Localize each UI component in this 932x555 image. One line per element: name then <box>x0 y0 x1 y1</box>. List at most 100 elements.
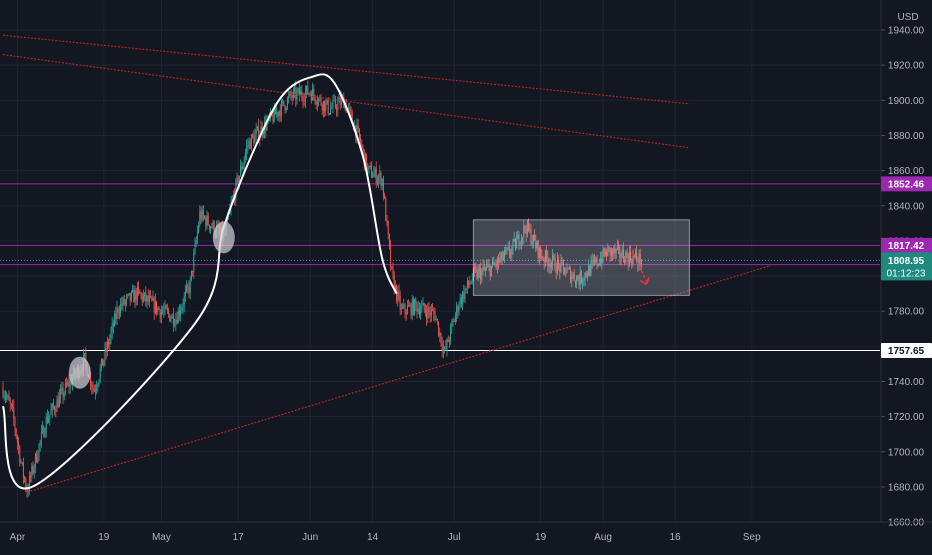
candle-body <box>519 244 521 246</box>
price-badges: 1852.461817.421806.481757.651808.9501:12… <box>881 176 932 358</box>
candle-body <box>15 429 17 437</box>
candle-body <box>540 247 542 256</box>
candle-body <box>367 167 369 171</box>
price-tick-label: 1660.00 <box>888 518 925 529</box>
candle-body <box>118 312 120 314</box>
candle-body <box>126 296 128 302</box>
candle-body <box>8 395 10 401</box>
candle-body <box>603 248 605 256</box>
candle-body <box>3 396 5 398</box>
candle-body <box>373 173 375 177</box>
candle-body <box>387 221 389 235</box>
price-tick-label: 1680.00 <box>888 482 925 493</box>
candle-body <box>502 256 504 261</box>
last-price-label: 1808.95 <box>888 256 925 267</box>
drawing-overlays <box>2 34 772 493</box>
candle-body <box>85 353 87 363</box>
candle-body <box>272 115 274 122</box>
candle-body <box>124 301 126 305</box>
candle-body <box>571 276 573 282</box>
candle-body <box>466 280 468 289</box>
candle-body <box>112 323 114 327</box>
candle-body <box>162 311 164 313</box>
candle-body <box>258 126 260 140</box>
last-price-badge-bg <box>881 252 932 281</box>
candle-body <box>612 249 614 254</box>
candle-body <box>358 128 360 138</box>
candle-body <box>144 292 146 296</box>
candle-body <box>21 462 23 464</box>
candle-body <box>621 249 623 258</box>
candle-body <box>578 279 580 285</box>
candle-body <box>382 178 384 196</box>
candle-body <box>494 264 496 266</box>
candle-body <box>388 234 390 246</box>
candle-body <box>320 97 322 105</box>
candle-body <box>378 176 380 181</box>
candle-body <box>616 246 618 250</box>
candle-body <box>488 265 490 267</box>
candle-body <box>90 373 92 385</box>
candle-body <box>457 306 459 313</box>
candle-body <box>590 261 592 276</box>
candle-body <box>511 248 513 255</box>
candle-body <box>586 275 588 277</box>
candle-body <box>300 91 302 96</box>
candle-body <box>278 110 280 116</box>
candle-body <box>606 251 608 257</box>
candle-body <box>380 172 382 186</box>
candle-body <box>421 305 423 311</box>
candle-body <box>372 176 374 178</box>
candle-body <box>127 294 129 297</box>
candle-body <box>194 243 196 254</box>
candle-body <box>432 309 434 311</box>
candle-body <box>477 270 479 279</box>
candle-body <box>129 293 131 301</box>
candle-body <box>4 396 6 398</box>
candle-body <box>160 311 162 318</box>
candle-body <box>103 360 105 366</box>
candle-body <box>576 276 578 284</box>
time-axis[interactable]: Apr 19 May 17 Jun 14 Jul 19 Aug 16 Sep <box>0 521 932 543</box>
candle-body <box>410 304 412 316</box>
candle-body <box>111 323 113 332</box>
candle-body <box>235 180 237 201</box>
candle-body <box>475 269 477 271</box>
candle-body <box>462 291 464 304</box>
candle-body <box>454 315 456 322</box>
candle-body <box>110 331 112 339</box>
countdown-label: 01:12:23 <box>887 268 926 279</box>
candle-body <box>168 310 170 315</box>
candle-body <box>525 230 527 234</box>
candle-body <box>512 240 514 249</box>
candle-body <box>148 296 150 302</box>
candle-body <box>636 253 638 261</box>
candle-body <box>408 305 410 307</box>
candle-body <box>2 388 4 397</box>
candle-body <box>307 85 309 95</box>
candle-body <box>368 165 370 168</box>
time-tick-label: Jun <box>302 532 318 543</box>
candle-body <box>276 111 278 115</box>
candle-body <box>626 252 628 256</box>
candle-body <box>96 387 98 391</box>
candle-body <box>340 98 342 105</box>
candle-body <box>559 264 561 272</box>
candle-body <box>458 306 460 313</box>
candle-body <box>277 111 279 116</box>
candle-body <box>469 283 471 285</box>
candle-body <box>588 265 590 276</box>
candle-body <box>51 404 53 411</box>
candle-body <box>337 101 339 111</box>
candle-body <box>301 91 303 98</box>
candle-body <box>400 307 402 310</box>
candle-body <box>9 400 11 405</box>
candle-body <box>555 270 557 273</box>
candle-body <box>600 258 602 265</box>
candle-body <box>572 273 574 277</box>
candle-body <box>249 140 251 149</box>
candle-body <box>481 270 483 280</box>
candle-body <box>22 462 24 478</box>
